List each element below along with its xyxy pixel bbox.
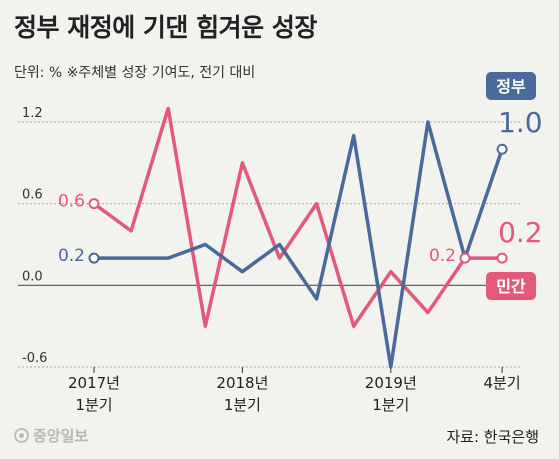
extra-value-label-private: 0.2 <box>429 246 456 266</box>
chart-title: 정부 재정에 기댄 힘겨운 성장 <box>14 13 317 42</box>
x-tick-label: 2019년 <box>365 374 417 392</box>
x-tick-label: 2018년 <box>216 374 268 392</box>
source-note: 자료: 한국은행 <box>446 428 539 446</box>
y-axis-labels: 1.2 0.6 0.0 -0.6 <box>22 106 47 366</box>
start-value-label-private: 0.6 <box>58 192 85 212</box>
data-point-government <box>88 252 100 264</box>
data-point-private <box>459 252 471 264</box>
series-line-private <box>92 106 504 328</box>
data-point-private <box>496 252 508 264</box>
x-tick-label: 1분기 <box>75 396 112 414</box>
legend-badge-private <box>486 272 536 300</box>
publisher-logo: 중앙일보 <box>14 425 88 446</box>
legend-badge-government <box>486 72 536 100</box>
y-tick-label: -0.6 <box>22 351 47 366</box>
legend-label-private: 민간 <box>496 277 526 296</box>
x-tick-label: 4분기 <box>484 374 521 392</box>
grid-lines <box>18 121 520 373</box>
end-value-label-government: 1.0 <box>498 106 543 139</box>
x-tick-label: 1분기 <box>224 396 261 414</box>
legend-label-government: 정부 <box>496 77 526 96</box>
x-tick-label: 2017년 <box>68 374 120 392</box>
series-line-government <box>92 120 504 369</box>
data-point-government <box>496 143 508 155</box>
start-value-label-government: 0.2 <box>58 246 85 266</box>
data-point-private <box>88 198 100 210</box>
data-labels: 0.2 1.0 0.6 0.2 0.2 <box>58 106 543 266</box>
series-points <box>88 143 508 264</box>
x-axis-labels: 2017년 1분기 2018년 1분기 2019년 1분기 4분기 <box>68 374 521 414</box>
chart-subtitle: 단위: % ※주체별 성장 기여도, 전기 대비 <box>14 65 256 81</box>
end-value-label-private: 0.2 <box>498 216 543 249</box>
y-tick-label: 0.0 <box>22 269 43 284</box>
y-tick-label: 1.2 <box>22 106 43 121</box>
publisher-logo-text: 중앙일보 <box>33 427 89 445</box>
publisher-logo-icon <box>14 428 29 443</box>
y-tick-label: 0.6 <box>22 188 43 203</box>
series-lines <box>92 106 504 369</box>
x-tick-label: 1분기 <box>372 396 409 414</box>
